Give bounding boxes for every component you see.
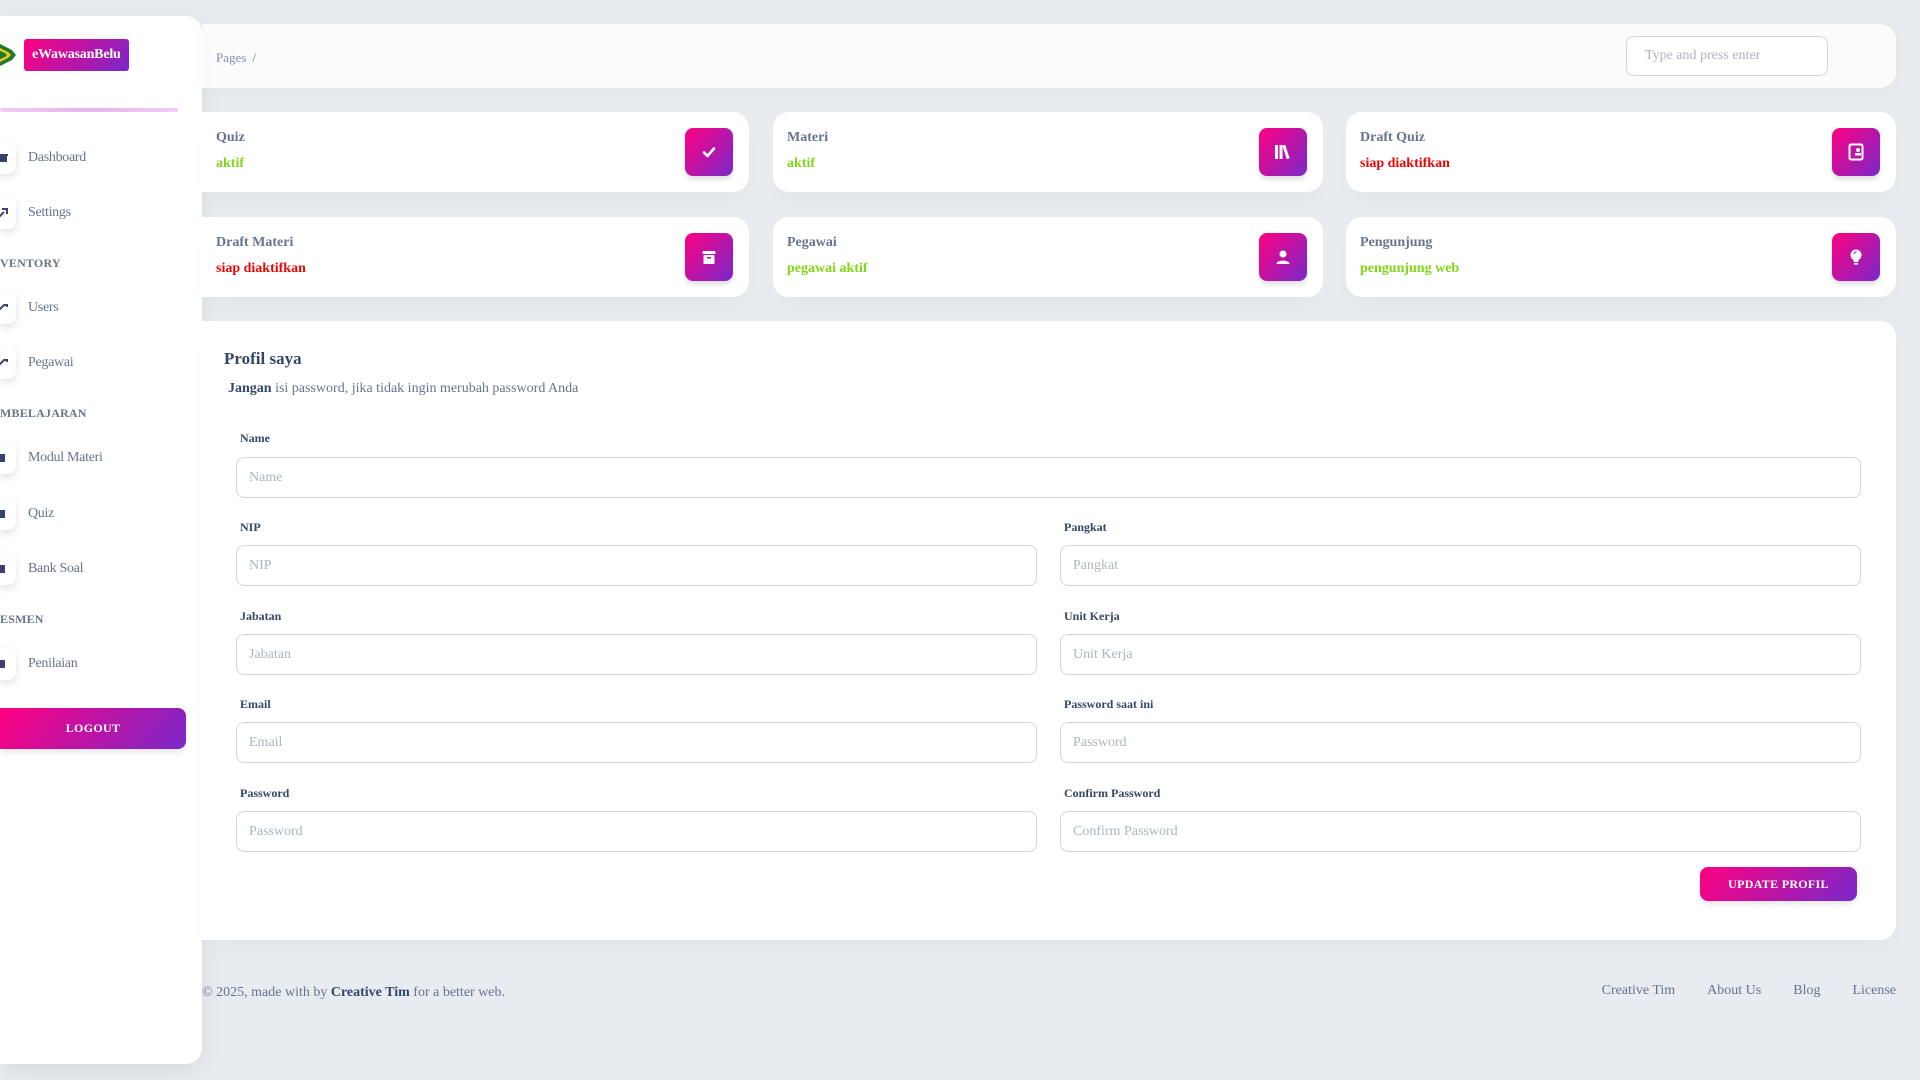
confirm-password-label: Confirm Password [1064, 786, 1161, 800]
sidebar-item-label: Quiz [28, 506, 55, 521]
clipboard-icon [1832, 128, 1880, 176]
nip-label: NIP [240, 520, 261, 534]
archive-icon [685, 233, 733, 281]
stat-title: Quiz [216, 130, 245, 145]
profile-title: Profil saya [224, 349, 302, 368]
copyright-prefix: © 2025, made with by [202, 985, 331, 1000]
stat-card-pengunjung: Pengunjung pengunjung web [1346, 217, 1896, 297]
password-field[interactable]: Password [236, 811, 1037, 852]
stat-status: siap diaktifkan [1360, 156, 1450, 171]
sidebar-item-quiz[interactable]: Quiz [0, 496, 54, 532]
sidebar-item-penilaian[interactable]: Penilaian [0, 646, 78, 682]
sidebar-item-label: Settings [28, 205, 71, 220]
document-icon [0, 648, 16, 680]
books-icon [1259, 128, 1307, 176]
stat-card-materi: Materi aktif [773, 112, 1323, 192]
password-note: Jangan isi password, jika tidak ingin me… [228, 381, 578, 397]
current-password-label: Password saat ini [1064, 697, 1154, 711]
copyright-suffix: for a better web. [409, 985, 506, 1000]
search-input[interactable]: Type and press enter [1626, 36, 1828, 76]
sidebar-item-settings[interactable]: Settings [0, 195, 71, 231]
email-field[interactable]: Email [236, 722, 1037, 763]
password-note-text: isi password, jika tidak ingin merubah p… [271, 381, 579, 396]
section-asesmen: ESMEN [0, 612, 44, 626]
footer-link-license[interactable]: License [1852, 983, 1896, 998]
sidebar-item-label: Penilaian [28, 656, 78, 671]
sidebar-item-modul-materi[interactable]: Modul Materi [0, 440, 103, 476]
brand-name: eWawasanBelu [24, 39, 129, 71]
breadcrumb: Pages / [216, 50, 256, 66]
name-label: Name [240, 431, 270, 445]
stat-card-pegawai: Pegawai pegawai aktif [773, 217, 1323, 297]
stat-card-quiz: Quiz aktif [202, 112, 749, 192]
stat-status: aktif [787, 156, 815, 171]
sidebar-item-label: Dashboard [28, 150, 86, 165]
footer-author-link[interactable]: Creative Tim [330, 985, 410, 1000]
emblem-logo [0, 44, 16, 66]
top-navbar: Pages / Type and press enter [202, 24, 1896, 88]
jabatan-label: Jabatan [240, 609, 282, 623]
stat-status: pegawai aktif [787, 261, 868, 276]
document-icon [0, 498, 16, 530]
password-note-emphasis: Jangan [228, 381, 272, 396]
email-label: Email [240, 697, 271, 711]
logout-button[interactable]: LOGOUT [0, 708, 186, 749]
stat-title: Materi [787, 130, 829, 145]
settings-icon [0, 197, 16, 229]
breadcrumb-separator: / [252, 50, 256, 65]
stat-card-draft-quiz: Draft Quiz siap diaktifkan [1346, 112, 1896, 192]
footer-links: Creative Tim About Us Blog License [1602, 983, 1896, 999]
shop-icon [0, 142, 16, 174]
stat-status: pengunjung web [1360, 261, 1460, 276]
bulb-icon [1832, 233, 1880, 281]
breadcrumb-pages[interactable]: Pages [216, 50, 247, 65]
pangkat-field[interactable]: Pangkat [1060, 545, 1861, 586]
user-icon [1259, 233, 1307, 281]
footer-link-creative-tim[interactable]: Creative Tim [1601, 983, 1676, 998]
jabatan-field[interactable]: Jabatan [236, 634, 1037, 675]
stat-status: aktif [216, 156, 244, 171]
stat-status: siap diaktifkan [216, 261, 306, 276]
document-icon [0, 442, 16, 474]
sidebar-item-label: Bank Soal [28, 561, 84, 576]
footer-link-about-us[interactable]: About Us [1707, 983, 1762, 998]
pangkat-label: Pangkat [1064, 520, 1107, 534]
name-field[interactable]: Name [236, 457, 1861, 498]
sidebar-item-dashboard[interactable]: Dashboard [0, 140, 86, 176]
sidebar-item-label: Modul Materi [28, 450, 103, 465]
sidebar-divider [0, 108, 178, 112]
stat-title: Draft Materi [216, 235, 294, 250]
users-icon [0, 292, 16, 324]
stat-title: Pengunjung [1360, 235, 1433, 250]
sidebar-item-label: Users [28, 300, 59, 315]
sidebar-item-bank-soal[interactable]: Bank Soal [0, 551, 84, 587]
update-profile-button[interactable]: UPDATE PROFIL [1700, 867, 1857, 901]
stat-title: Draft Quiz [1360, 130, 1425, 145]
sidebar-item-pegawai[interactable]: Pegawai [0, 345, 74, 381]
password-label: Password [240, 786, 290, 800]
section-inventory: VENTORY [0, 256, 61, 270]
profile-card: Profil saya Jangan isi password, jika ti… [202, 321, 1896, 940]
stat-title: Pegawai [787, 235, 837, 250]
pegawai-icon [0, 347, 16, 379]
sidebar-item-users[interactable]: Users [0, 290, 59, 326]
footer-copyright: © 2025, made with by Creative Tim for a … [202, 985, 505, 1001]
confirm-password-field[interactable]: Confirm Password [1060, 811, 1861, 852]
document-icon [0, 553, 16, 585]
sidebar: eWawasanBelu Dashboard Settings VENTORY … [0, 16, 202, 1064]
section-pembelajaran: MBELAJARAN [0, 406, 87, 420]
unit-kerja-field[interactable]: Unit Kerja [1060, 634, 1861, 675]
check-icon [685, 128, 733, 176]
unit-kerja-label: Unit Kerja [1064, 609, 1120, 623]
sidebar-item-label: Pegawai [28, 355, 74, 370]
stat-card-draft-materi: Draft Materi siap diaktifkan [202, 217, 749, 297]
nip-field[interactable]: NIP [236, 545, 1037, 586]
brand[interactable]: eWawasanBelu [0, 38, 129, 72]
footer-link-blog[interactable]: Blog [1793, 983, 1821, 998]
current-password-field[interactable]: Password [1060, 722, 1861, 763]
